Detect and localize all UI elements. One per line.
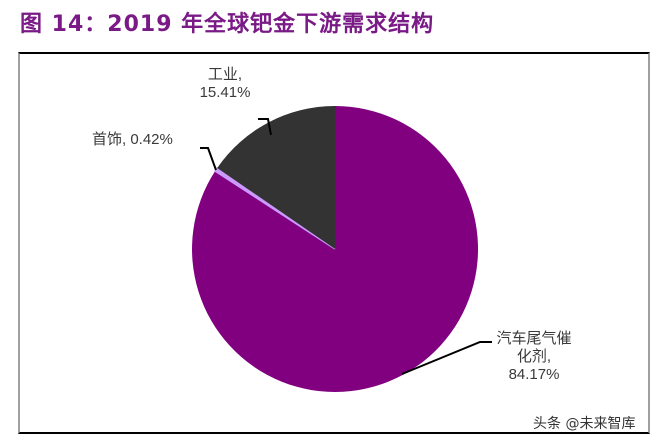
label-auto-catalyst: 汽车尾气催 化剂, 84.17%	[488, 330, 580, 384]
slice-auto-catalyst	[192, 106, 479, 392]
leader-line-auto	[401, 341, 492, 375]
leader-line-jewelry	[200, 147, 217, 171]
label-industrial-value: 15.41%	[199, 84, 251, 101]
watermark: 头条 @未来智库	[533, 416, 636, 432]
chart-title: 图 14：2019 年全球钯金下游需求结构	[20, 12, 435, 37]
label-auto-value: 84.17%	[508, 366, 560, 383]
slice-industrial	[217, 106, 335, 249]
chart-frame	[18, 52, 650, 434]
label-auto-name-1: 汽车尾气催	[496, 330, 572, 347]
label-industrial: 工业, 15.41%	[180, 66, 270, 102]
label-jewelry: 首饰, 0.42%	[92, 131, 173, 148]
label-auto-name-2: 化剂,	[516, 348, 552, 365]
label-industrial-name: 工业,	[207, 66, 243, 83]
leader-line-industrial	[258, 118, 272, 136]
